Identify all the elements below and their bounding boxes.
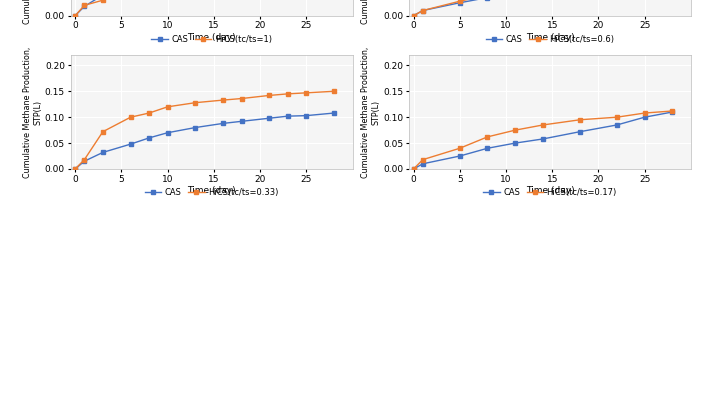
X-axis label: Time (day): Time (day): [526, 33, 574, 42]
HiCS(tc/ts=0.17): [419, 157, 427, 162]
Line: CAS: CAS: [73, 0, 336, 18]
Legend: CAS, HiCS(tc/ts=0.33): CAS, HiCS(tc/ts=0.33): [141, 185, 282, 200]
HiCS(tc/ts=0.33): [99, 129, 107, 134]
HiCS(tc/ts=1): [80, 3, 89, 8]
HiCS(tc/ts=0.17): [455, 146, 464, 151]
CAS: [219, 121, 227, 126]
HiCS(tc/ts=0.33): [191, 100, 200, 105]
CAS: [640, 115, 649, 119]
HiCS(tc/ts=0.17): [640, 111, 649, 116]
CAS: [283, 114, 292, 119]
X-axis label: Time (day): Time (day): [188, 33, 235, 42]
CAS: [71, 167, 80, 171]
CAS: [71, 13, 80, 18]
HiCS(tc/ts=0.33): [126, 115, 135, 119]
CAS: [302, 113, 310, 118]
Line: HiCS(tc/ts=0.33): HiCS(tc/ts=0.33): [73, 89, 336, 171]
Y-axis label: Cumulative Methane Production,
STP(L): Cumulative Methane Production, STP(L): [23, 0, 42, 24]
Line: CAS: CAS: [411, 0, 675, 18]
Line: HiCS(tc/ts=1): HiCS(tc/ts=1): [73, 0, 336, 18]
Line: HiCS(tc/ts=0.6): HiCS(tc/ts=0.6): [411, 0, 675, 18]
CAS: [330, 111, 338, 116]
HiCS(tc/ts=0.17): [410, 167, 418, 171]
HiCS(tc/ts=0.33): [302, 90, 310, 95]
HiCS(tc/ts=0.6): [419, 8, 427, 13]
CAS: [191, 125, 200, 130]
HiCS(tc/ts=0.33): [71, 167, 80, 171]
CAS: [419, 8, 427, 13]
Legend: CAS, HiCS(tc/ts=0.17): CAS, HiCS(tc/ts=0.17): [479, 185, 620, 200]
CAS: [410, 13, 418, 18]
HiCS(tc/ts=0.33): [164, 105, 172, 109]
HiCS(tc/ts=1): [71, 13, 80, 18]
CAS: [410, 167, 418, 171]
HiCS(tc/ts=0.17): [511, 128, 520, 132]
CAS: [164, 130, 172, 135]
Y-axis label: Cumulative Methane Production,
STP(L): Cumulative Methane Production, STP(L): [23, 46, 42, 178]
CAS: [483, 146, 491, 151]
X-axis label: Time (day): Time (day): [188, 186, 235, 195]
X-axis label: Time (day): Time (day): [526, 186, 574, 195]
HiCS(tc/ts=0.17): [539, 123, 547, 127]
Line: CAS: CAS: [73, 110, 336, 171]
Line: CAS: CAS: [411, 110, 675, 171]
CAS: [419, 162, 427, 166]
HiCS(tc/ts=0.17): [668, 108, 677, 113]
HiCS(tc/ts=0.33): [238, 96, 246, 101]
HiCS(tc/ts=0.17): [483, 134, 491, 139]
CAS: [80, 159, 89, 163]
HiCS(tc/ts=0.6): [410, 13, 418, 18]
CAS: [668, 110, 677, 114]
HiCS(tc/ts=0.17): [576, 118, 584, 122]
CAS: [238, 119, 246, 124]
CAS: [80, 4, 89, 9]
Legend: CAS, HiCS(tc/ts=0.6): CAS, HiCS(tc/ts=0.6): [482, 31, 618, 47]
HiCS(tc/ts=0.33): [80, 157, 89, 162]
Y-axis label: Cumulative Methane Production,
STP(L): Cumulative Methane Production, STP(L): [361, 46, 381, 178]
Legend: CAS, HiCS(tc/ts=1): CAS, HiCS(tc/ts=1): [148, 31, 275, 47]
CAS: [455, 0, 464, 5]
HiCS(tc/ts=1): [99, 0, 107, 2]
CAS: [511, 141, 520, 145]
CAS: [99, 150, 107, 155]
HiCS(tc/ts=0.17): [613, 115, 621, 119]
CAS: [613, 123, 621, 127]
CAS: [265, 116, 274, 121]
HiCS(tc/ts=0.33): [145, 111, 153, 116]
CAS: [455, 154, 464, 158]
HiCS(tc/ts=0.33): [265, 93, 274, 98]
Y-axis label: Cumulative Methane Production,
STP(L): Cumulative Methane Production, STP(L): [361, 0, 381, 24]
CAS: [576, 129, 584, 134]
Line: HiCS(tc/ts=0.17): HiCS(tc/ts=0.17): [411, 108, 675, 171]
HiCS(tc/ts=0.33): [330, 89, 338, 94]
CAS: [126, 142, 135, 147]
CAS: [145, 136, 153, 140]
HiCS(tc/ts=0.6): [455, 0, 464, 4]
HiCS(tc/ts=0.33): [219, 98, 227, 103]
HiCS(tc/ts=0.33): [283, 92, 292, 96]
CAS: [539, 137, 547, 141]
